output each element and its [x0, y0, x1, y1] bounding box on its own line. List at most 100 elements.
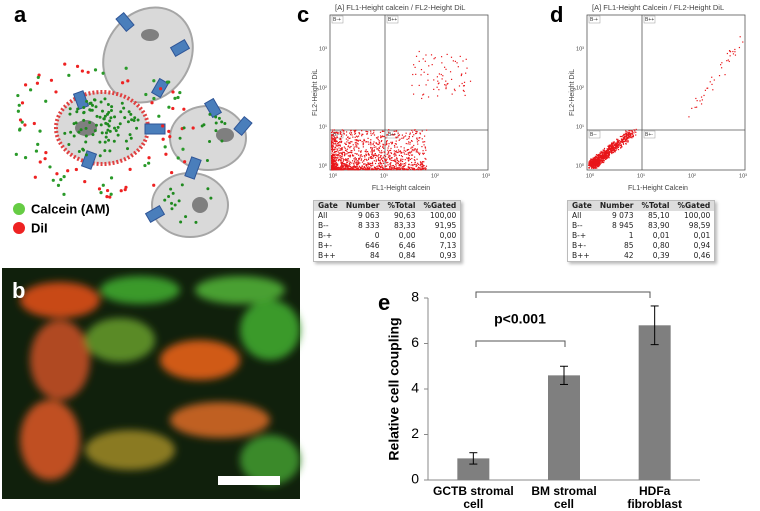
event-dot — [383, 130, 385, 132]
event-dot — [366, 133, 368, 135]
dye-dot — [83, 180, 87, 184]
event-dot — [393, 130, 395, 132]
event-dot — [742, 41, 744, 43]
event-dot — [367, 158, 370, 161]
event-dot — [412, 146, 414, 148]
event-dot — [412, 164, 414, 167]
event-dot — [360, 151, 362, 153]
event-dot — [616, 145, 618, 147]
panel-label: a — [14, 2, 27, 27]
event-dot — [397, 168, 400, 170]
event-dot — [353, 149, 356, 151]
event-dot — [331, 159, 333, 161]
event-dot — [395, 163, 397, 166]
event-dot — [400, 167, 402, 169]
event-dot — [349, 161, 351, 163]
event-dot — [593, 165, 595, 167]
event-dot — [361, 130, 363, 132]
event-dot — [332, 139, 334, 141]
dye-dot — [109, 116, 113, 120]
event-dot — [393, 159, 395, 162]
gate-label: B-+ — [590, 17, 598, 23]
event-dot — [402, 166, 404, 168]
connexon — [115, 11, 135, 33]
event-dot — [361, 141, 363, 143]
event-dot — [386, 139, 388, 142]
event-dot — [363, 155, 365, 157]
event-dot — [369, 167, 371, 169]
dye-dot — [171, 191, 175, 195]
event-dot — [413, 156, 416, 158]
event-dot — [628, 133, 630, 135]
dye-dot — [129, 112, 133, 116]
event-dot — [332, 168, 334, 170]
event-dot — [347, 158, 350, 160]
event-dot — [384, 158, 386, 160]
event-dot — [364, 166, 366, 169]
event-dot — [621, 140, 623, 142]
event-dot — [350, 151, 352, 153]
event-dot — [345, 131, 348, 133]
dye-dot — [128, 167, 132, 171]
event-dot — [395, 161, 397, 163]
event-dot — [454, 89, 456, 92]
dye-dot — [209, 196, 213, 200]
event-dot — [408, 163, 410, 166]
event-dot — [403, 147, 405, 149]
event-dot — [597, 165, 599, 168]
panel-label: b — [12, 278, 25, 303]
event-dot — [351, 151, 353, 154]
event-dot — [618, 144, 620, 146]
event-dot — [418, 152, 420, 154]
event-dot — [393, 153, 395, 155]
event-dot — [332, 146, 334, 148]
event-dot — [598, 165, 600, 167]
event-dot — [344, 153, 346, 155]
event-dot — [348, 141, 350, 144]
event-dot — [406, 138, 408, 140]
event-dot — [370, 139, 372, 141]
event-dot — [612, 150, 614, 152]
event-dot — [412, 73, 414, 76]
event-dot — [619, 143, 621, 145]
event-dot — [376, 143, 378, 145]
event-dot — [407, 148, 410, 151]
event-dot — [394, 146, 396, 148]
gate-label: B-- — [333, 132, 340, 138]
table-cell: 646 — [365, 241, 380, 250]
event-dot — [411, 131, 414, 133]
event-dot — [394, 160, 397, 162]
event-dot — [357, 140, 359, 142]
event-dot — [331, 163, 333, 165]
event-dot — [588, 161, 590, 163]
event-dot — [415, 165, 417, 167]
event-dot — [340, 131, 342, 134]
event-dot — [610, 145, 612, 148]
dye-dot — [90, 108, 94, 112]
event-dot — [340, 162, 342, 164]
dye-dot — [107, 124, 111, 128]
event-dot — [422, 152, 424, 154]
event-dot — [380, 140, 382, 143]
event-dot — [355, 135, 358, 137]
event-dot — [422, 168, 424, 170]
event-dot — [602, 156, 604, 158]
event-dot — [593, 160, 595, 162]
event-dot — [462, 85, 465, 87]
event-dot — [727, 59, 729, 61]
event-dot — [395, 136, 397, 138]
event-dot — [615, 144, 618, 146]
event-dot — [617, 146, 620, 149]
event-dot — [335, 163, 338, 165]
event-dot — [441, 62, 443, 64]
table-cell: %Total — [637, 200, 674, 211]
event-dot — [619, 144, 621, 147]
event-dot — [381, 130, 384, 132]
event-dot — [597, 160, 599, 162]
event-dot — [349, 163, 351, 166]
event-dot — [608, 147, 610, 149]
event-dot — [331, 148, 333, 150]
event-dot — [619, 135, 622, 138]
dye-dot — [94, 105, 98, 109]
event-dot — [623, 133, 625, 136]
